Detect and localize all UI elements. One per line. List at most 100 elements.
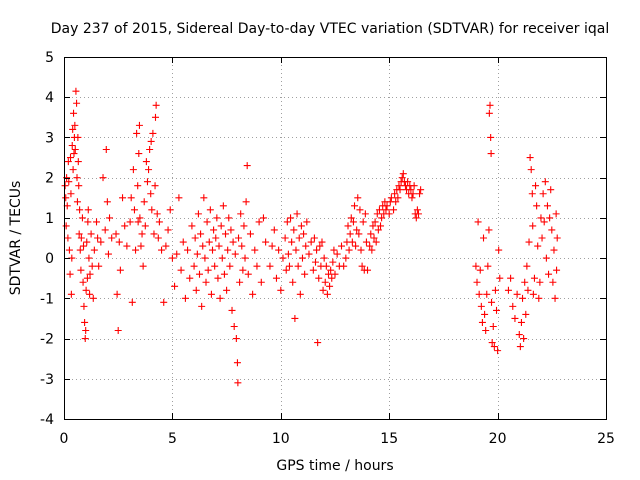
x-tick-label: 5	[168, 431, 177, 447]
data-point	[119, 194, 127, 202]
data-point	[331, 270, 339, 278]
data-point	[354, 194, 362, 202]
plot-frame	[64, 57, 607, 420]
data-point	[206, 206, 214, 214]
data-point	[231, 250, 239, 258]
data-point	[516, 343, 524, 351]
data-point	[200, 194, 208, 202]
data-point	[509, 302, 517, 310]
data-point	[538, 234, 546, 242]
data-point	[351, 202, 359, 210]
data-point	[225, 214, 233, 222]
data-point	[543, 202, 551, 210]
data-point	[528, 190, 536, 198]
data-point	[357, 246, 365, 254]
data-point	[486, 101, 494, 109]
data-point	[396, 186, 404, 194]
data-point	[487, 133, 495, 141]
data-point	[210, 226, 218, 234]
data-point	[173, 250, 181, 258]
data-point	[529, 222, 537, 230]
data-point	[279, 254, 287, 262]
data-point	[74, 158, 82, 166]
data-point	[524, 286, 532, 294]
data-point	[485, 109, 493, 117]
data-point	[213, 214, 221, 222]
data-point	[158, 246, 166, 254]
data-point	[338, 242, 346, 250]
data-point	[319, 286, 327, 294]
data-point	[205, 238, 213, 246]
data-point	[116, 266, 124, 274]
data-point	[417, 186, 425, 194]
data-point	[121, 222, 129, 230]
y-tick-label: 0	[45, 251, 54, 267]
data-point	[366, 242, 374, 250]
data-point	[412, 214, 420, 222]
data-point	[141, 222, 149, 230]
data-point	[106, 214, 114, 222]
data-point	[134, 218, 142, 226]
data-point	[72, 87, 80, 95]
data-point	[128, 298, 136, 306]
data-point	[134, 182, 142, 190]
data-point	[81, 335, 89, 343]
data-point	[268, 242, 276, 250]
data-point	[151, 113, 159, 121]
data-point	[305, 250, 313, 258]
data-point	[368, 246, 376, 254]
data-point	[64, 234, 72, 242]
data-point	[378, 214, 386, 222]
data-point	[97, 238, 105, 246]
data-point	[266, 262, 274, 270]
data-point	[373, 210, 381, 218]
data-point	[229, 238, 237, 246]
data-point	[349, 218, 357, 226]
data-point	[129, 166, 137, 174]
data-point	[237, 210, 245, 218]
data-point	[228, 306, 236, 314]
data-point	[103, 198, 111, 206]
data-point	[284, 250, 292, 258]
data-point	[84, 206, 92, 214]
data-point	[316, 242, 324, 250]
data-point	[73, 174, 81, 182]
x-axis-label: GPS time / hours	[276, 458, 393, 474]
data-point	[321, 278, 329, 286]
data-point	[275, 246, 283, 254]
data-point	[324, 270, 332, 278]
data-point	[297, 222, 305, 230]
data-point	[83, 238, 91, 246]
data-point	[127, 194, 135, 202]
data-point	[377, 222, 385, 230]
data-point	[537, 214, 545, 222]
data-point	[359, 218, 367, 226]
y-tick-label: 3	[45, 130, 54, 146]
data-point	[235, 234, 243, 242]
data-point	[539, 190, 547, 198]
data-point	[342, 254, 350, 262]
data-point	[346, 230, 354, 238]
data-point	[239, 266, 247, 274]
data-point	[549, 278, 557, 286]
data-point	[65, 178, 73, 186]
data-point	[533, 202, 541, 210]
data-point	[348, 238, 356, 246]
data-point	[550, 246, 558, 254]
data-point	[488, 298, 496, 306]
data-point	[369, 222, 377, 230]
y-tick-label: -1	[40, 291, 54, 307]
data-point	[145, 166, 153, 174]
data-point	[395, 182, 403, 190]
data-point	[394, 194, 402, 202]
data-point	[140, 198, 148, 206]
data-point	[153, 210, 161, 218]
data-point	[95, 262, 103, 270]
data-point	[355, 230, 363, 238]
data-point	[238, 242, 246, 250]
data-point	[186, 274, 194, 282]
data-point	[132, 246, 140, 254]
data-point	[282, 266, 290, 274]
data-point	[472, 262, 480, 270]
